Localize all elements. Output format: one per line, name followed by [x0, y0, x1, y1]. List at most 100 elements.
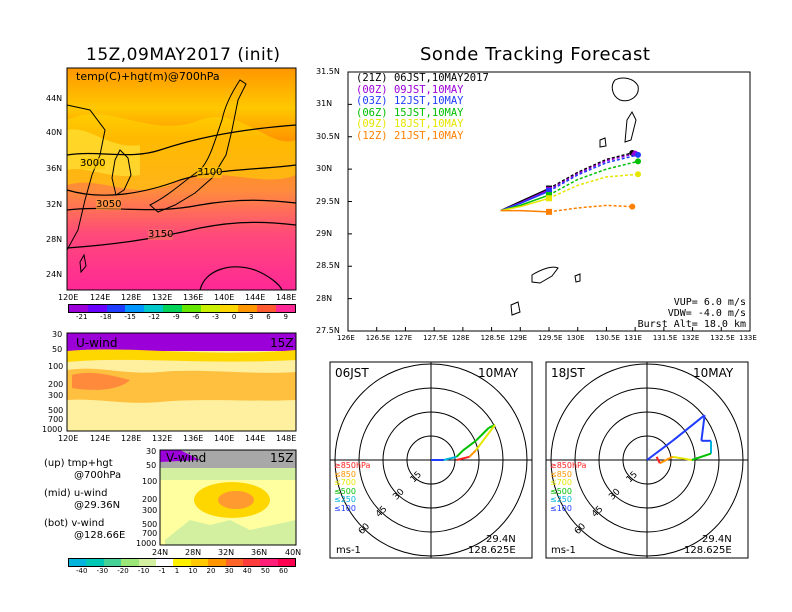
param-vup: VUP= 6.0 m/s — [673, 297, 746, 308]
burst-point — [546, 195, 552, 202]
p-tick: 50 — [146, 461, 157, 470]
track-ascent-line — [500, 197, 550, 212]
legend-run: (09Z) — [356, 118, 388, 130]
burst-point — [546, 188, 552, 195]
hodo-legend-item: ≤250 — [550, 495, 572, 504]
plot-area — [347, 71, 751, 332]
vwind-section — [159, 449, 297, 546]
p-tick: 1000 — [42, 425, 63, 434]
hodo-legend-item: ≤250 — [334, 495, 356, 504]
colorbar-label: 3 — [249, 313, 254, 321]
hodo-trace — [646, 439, 674, 461]
colorbar-swatch — [190, 559, 209, 566]
wind-colorbar-labels: -40 -30 -20 -10 -1 1 10 20 30 40 50 60 — [76, 567, 288, 575]
legend-item: (12Z) 21JST,10MAY — [356, 129, 489, 143]
hodo-legend: ≥850hPa ≤850 ≤700 ≤500 ≤250 ≤100 — [550, 461, 587, 513]
hodo-trace — [700, 415, 706, 441]
colorbar-label: 50 — [260, 567, 270, 575]
note-text: v-wind — [71, 518, 105, 529]
colorbar-swatch — [155, 559, 174, 566]
temp-colorbar — [68, 304, 296, 313]
lon-tick: 124E — [90, 434, 111, 443]
legend-item: (06Z) 15JST,10MAY — [356, 106, 489, 120]
colorbar-swatch — [276, 305, 295, 312]
p-tick: 30 — [146, 447, 157, 456]
lat-tick: 24N — [46, 270, 63, 279]
uwind-label: U-wind — [76, 336, 118, 350]
colorbar-swatch — [125, 305, 145, 312]
landing-point — [635, 171, 642, 178]
note-tag: (bot) — [44, 518, 69, 529]
colorbar-label: 0 — [231, 313, 237, 321]
colorbar-swatch — [173, 559, 191, 566]
landing-point — [635, 151, 642, 158]
note-tag: (mid) — [44, 488, 71, 499]
colorbar-label: 9 — [283, 313, 288, 321]
hodo-loc-lon: 128.625E — [468, 545, 516, 556]
p-tick: 300 — [48, 391, 64, 400]
colorbar-label: -40 — [76, 567, 88, 575]
p-tick: 200 — [48, 380, 64, 389]
colorbar-swatch — [121, 559, 139, 566]
legend-time: 12JST,10MAY — [393, 95, 464, 107]
lon-tick: 132E — [152, 434, 173, 443]
p-tick: 50 — [52, 345, 63, 354]
legend-time: 15JST,10MAY — [393, 106, 464, 119]
hodo-loc-lat: 29.4N — [702, 534, 732, 545]
lat-tick: 28N — [185, 548, 202, 557]
hodo-legend-item: ≤850 — [550, 469, 572, 479]
legend-run: (21Z) — [356, 72, 388, 84]
hodo-trace — [462, 439, 477, 452]
lat-tick: 32N — [218, 548, 235, 557]
colorbar-label: -30 — [96, 567, 109, 575]
track-descent-line — [548, 173, 639, 199]
vwind-time: 15Z — [270, 451, 294, 465]
colorbar-label: -15 — [124, 313, 136, 321]
hodo-time: 18JST — [551, 366, 585, 380]
colorbar-swatch — [106, 305, 126, 312]
hodo-legend-item: ≥850hPa — [550, 461, 587, 470]
legend-run: (12Z) — [356, 129, 388, 142]
lat-tick: 24N — [152, 548, 169, 557]
lon-tick: 128E — [121, 293, 142, 302]
colorbar-swatch — [103, 559, 122, 566]
contour-label: 3100 — [197, 167, 223, 178]
hodo-trace — [659, 455, 674, 465]
track-chart — [347, 71, 751, 332]
track-legend: (21Z) 06JST,10MAY2017 (00Z) 09JST,10MAY … — [356, 72, 489, 143]
hodo-time: 06JST — [335, 366, 369, 380]
hodo-trace — [672, 455, 692, 461]
colorbar-label: -18 — [100, 313, 112, 321]
island-coastline — [510, 301, 521, 316]
track-descent-line — [548, 204, 633, 213]
note-row: (up) tmp+hgt — [44, 458, 125, 470]
contour-line — [66, 164, 297, 196]
p-tick: 200 — [142, 495, 158, 504]
hodo-trace — [671, 414, 706, 442]
p-tick: 1000 — [136, 539, 157, 548]
hodo-trace — [456, 455, 470, 461]
hodo-unit: ms-1 — [336, 545, 361, 556]
legend-time: 09JST,10MAY — [393, 83, 464, 96]
island-coastline — [611, 77, 639, 102]
panel-notes: (up) tmp+hgt @700hPa (mid) u-wind @29.36… — [44, 458, 125, 542]
hodo-legend-item: ≤500 — [334, 486, 356, 496]
lon-tick: 136E — [183, 434, 204, 443]
lat-tick: 36N — [251, 548, 268, 557]
chart-title: Sonde Tracking Forecast — [420, 44, 651, 65]
colorbar-label: -6 — [192, 313, 200, 321]
legend-time: 06JST,10MAY2017 — [393, 72, 489, 84]
lat-tick: 32N — [46, 200, 63, 209]
colorbar-label: -9 — [172, 313, 180, 321]
uwind-section — [66, 332, 297, 432]
lat-tick: 36N — [46, 164, 63, 173]
legend-item: (03Z) 12JST,10MAY — [356, 95, 489, 108]
colorbar-swatch — [163, 305, 182, 312]
temp-colorbar-labels: -21 -18 -15 -12 -9 -6 -3 0 3 6 9 — [76, 313, 288, 321]
hodo-trace — [468, 449, 477, 458]
colorbar-swatch — [144, 305, 164, 312]
hodo-trace — [455, 449, 464, 458]
colorbar-swatch — [200, 305, 220, 312]
legend-run: (00Z) — [356, 83, 388, 96]
